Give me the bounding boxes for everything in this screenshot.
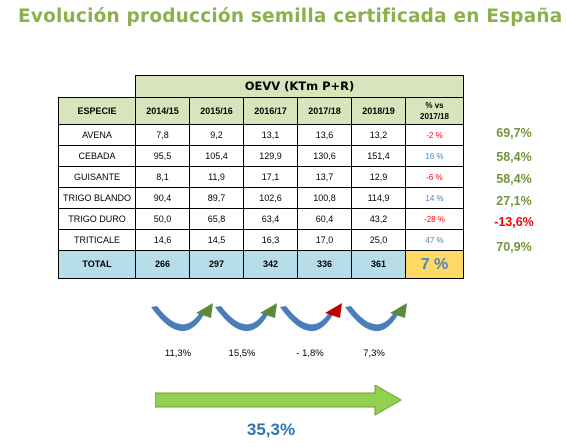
overall-arrow-icon	[155, 385, 403, 416]
header-especie: ESPECIE	[58, 97, 136, 125]
total-row: TOTAL 266 297 342 336 361 7 %	[58, 250, 464, 279]
growth-arrow-icon	[215, 303, 277, 332]
total-value: 297	[189, 250, 244, 279]
header-year: 2015/16	[189, 97, 244, 125]
side-value: 70,9%	[496, 240, 532, 254]
table-header-row: ESPECIE 2014/15 2015/16 2016/17 2017/18 …	[58, 97, 464, 125]
header-pct: % vs 2017/18	[405, 97, 464, 125]
side-value: -13,6%	[494, 215, 534, 229]
growth-label: 7,3%	[363, 348, 385, 359]
side-value: 69,7%	[496, 126, 532, 140]
growth-label: 11,3%	[164, 348, 192, 359]
overall-arrow-shape	[155, 385, 403, 416]
page-title: Evolución producción semilla certificada…	[18, 6, 563, 27]
total-value: 342	[243, 250, 298, 279]
total-label: TOTAL	[58, 250, 136, 279]
growth-arrow-icon	[151, 303, 213, 332]
side-value: 27,1%	[496, 194, 532, 208]
table-corner-blank	[58, 75, 136, 98]
header-pct-line2: 2017/18	[420, 112, 449, 121]
table-row: TRIGO DURO 50,0 65,8 63,4 60,4 43,2 -28 %	[58, 208, 464, 230]
header-pct-line1: % vs	[425, 101, 444, 110]
header-year: 2017/18	[297, 97, 352, 125]
header-year: 2016/17	[243, 97, 298, 125]
production-table: OEVV (KTm P+R) ESPECIE 2014/15 2015/16 2…	[58, 75, 464, 279]
total-value: 336	[297, 250, 352, 279]
growth-arrow-icon	[280, 303, 342, 332]
growth-arrow-icon	[345, 303, 407, 332]
total-value: 361	[351, 250, 406, 279]
table-row: AVENA 7,8 9,2 13,1 13,6 13,2 -2 %	[58, 124, 464, 146]
table-row: TRIGO BLANDO 90,4 89,7 102,6 100,8 114,9 14 %	[58, 187, 464, 209]
overall-growth: 35,3%	[246, 420, 296, 439]
table-main-header: OEVV (KTm P+R)	[135, 75, 464, 98]
table-row: TRITICALE 14,6 14,5 16,3 17,0 25,0 47 %	[58, 229, 464, 251]
header-year: 2014/15	[135, 97, 190, 125]
side-value: 58,4%	[496, 150, 532, 164]
side-value: 58,4%	[496, 172, 532, 186]
growth-label: 15,5%	[228, 348, 256, 359]
total-pct: 7 %	[405, 250, 464, 279]
growth-label: - 1,8%	[296, 348, 324, 359]
